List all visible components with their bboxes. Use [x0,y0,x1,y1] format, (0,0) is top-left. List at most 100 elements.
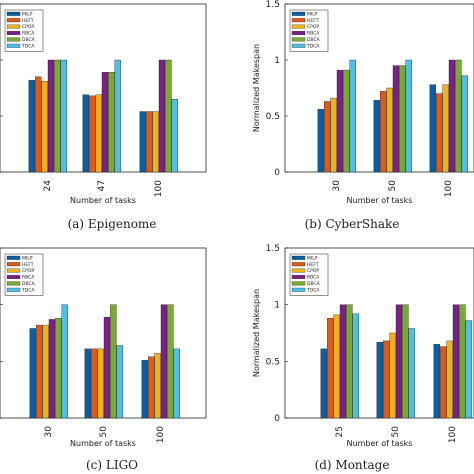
x-tick-label: 50 [391,426,401,438]
x-tick-label: 100 [156,426,166,443]
bar-cpop-100 [154,353,161,419]
bar-milp-100 [433,344,440,419]
bar-tdca-30 [349,59,356,173]
bar-cpop-24 [41,81,48,173]
y-tick-label: 1.5 [266,244,280,254]
legend-box [4,253,44,296]
y-axis-label: Normalized Makespan [252,289,261,377]
x-tick-label: 100 [154,180,164,197]
y-tick-label: 0 [274,414,280,424]
bar-rbca-30 [336,69,344,173]
bar-cpop-30 [42,324,49,419]
bar-cpop-50 [389,332,396,419]
legend-swatch-cpop [6,24,21,29]
bar-rbca-47 [101,72,109,173]
x-tick-label: 50 [99,426,109,438]
bar-cpop-50 [97,348,104,419]
legend-label-rbca: RBCA [22,275,35,281]
bar-heft-50 [383,340,390,419]
bar-rbca-50 [395,304,403,419]
bar-tdca-50 [405,59,412,173]
legend-swatch-milp [6,11,21,16]
y-tick-label: 0 [274,168,280,178]
legend-swatch-rbca [291,31,306,35]
legend-label-cpop: CPOP [22,268,34,274]
y-tick-label: 1 [274,56,280,66]
bar-milp-100 [139,111,146,173]
bar-heft-50 [91,348,98,419]
bar-rbca-100 [158,59,166,173]
bar-dbca-50 [402,304,409,419]
bar-rbca-30 [48,319,56,419]
legend-label-dbca: DBCA [22,281,36,287]
subfigure-caption: (d) Montage [315,458,390,472]
legend-label-dbca: DBCA [22,37,36,43]
legend-swatch-tdca [291,287,306,292]
bar-tdca-100 [465,320,472,419]
legend-label-milp: MILP [22,255,33,261]
bar-cpop-30 [330,97,337,173]
legend-swatch-rbca [6,31,21,35]
bar-cpop-100 [442,84,449,173]
bar-cpop-47 [95,94,102,173]
bar-cpop-50 [386,87,393,173]
bar-heft-47 [89,95,96,173]
bar-milp-24 [28,79,35,173]
bar-tdca-24 [60,59,67,173]
legend-box [289,253,329,296]
bar-tdca-100 [173,348,180,419]
bar-milp-30 [317,109,324,173]
bar-heft-100 [148,356,155,419]
x-tick-label: 100 [448,426,458,443]
bar-dbca-24 [54,59,61,173]
bar-dbca-30 [55,318,62,419]
bar-rbca-100 [452,304,460,419]
legend-label-milp: MILP [22,11,33,17]
bar-tdca-30 [61,304,68,419]
x-tick-label: 47 [97,180,107,191]
legend-label-rbca: RBCA [307,275,320,281]
bar-dbca-100 [455,59,462,173]
bar-dbca-47 [108,72,115,173]
bar-cpop-100 [152,111,159,173]
legend-swatch-rbca [6,275,21,279]
legend-label-heft: HEFT [22,262,34,268]
legend-swatch-milp [6,255,21,260]
legend-swatch-milp [291,255,306,260]
legend-label-milp: MILP [307,11,318,17]
legend-swatch-cpop [6,268,21,273]
bar-tdca-100 [171,99,178,173]
bar-rbca-50 [392,65,400,173]
legend-swatch-rbca [291,275,306,279]
legend-swatch-cpop [291,268,306,273]
legend-swatch-heft [6,18,21,23]
legend-label-milp: MILP [307,255,318,261]
legend-swatch-dbca [6,281,21,286]
legend-swatch-dbca [291,37,306,42]
bar-cpop-100 [446,340,453,419]
bar-heft-30 [36,324,43,419]
y-tick-label: 0.5 [266,357,280,367]
x-tick-label: 50 [388,180,398,192]
bar-heft-100 [440,346,447,419]
bar-milp-100 [429,84,436,173]
legend-swatch-dbca [291,281,306,286]
bar-milp-50 [373,100,380,173]
bar-dbca-25 [346,304,353,419]
bar-dbca-30 [343,69,350,173]
bar-tdca-50 [116,345,123,419]
bar-rbca-100 [448,59,456,173]
bar-tdca-50 [408,328,415,419]
legend-swatch-heft [291,18,306,23]
bar-milp-50 [376,341,383,419]
x-axis-label: Number of tasks [347,196,413,205]
y-tick-label: 1.5 [266,0,280,10]
bar-dbca-50 [399,65,406,173]
x-tick-label: 30 [44,426,54,438]
bar-rbca-25 [339,304,347,419]
y-tick-label: 0.5 [266,112,280,122]
bar-cpop-25 [333,314,340,419]
legend-label-tdca: TDCA [306,43,320,49]
